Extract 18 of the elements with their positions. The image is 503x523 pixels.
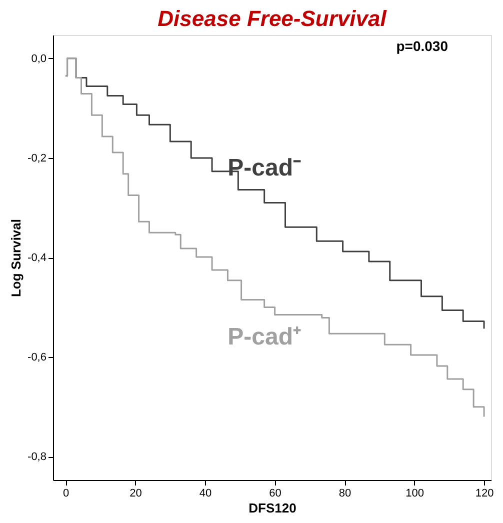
y-tick-label: -0,6	[28, 352, 46, 364]
annotation: p=0.030	[396, 38, 448, 54]
y-tick-label: -0,2	[28, 152, 46, 164]
x-tick-label: 80	[338, 488, 352, 500]
x-tick-label: 60	[269, 488, 282, 500]
series-label: P-cad⁻	[228, 154, 302, 182]
y-tick-label: -0,4	[28, 252, 46, 264]
y-tick-label: -0,8	[28, 451, 46, 464]
x-tick-label: 40	[199, 488, 212, 500]
series-label: P-cad⁺	[228, 323, 302, 350]
x-tick-label: 0	[62, 488, 70, 500]
x-tick-label: 100	[406, 488, 424, 500]
y-axis-title: Log Survival	[8, 218, 24, 298]
x-tick-label: 20	[130, 488, 142, 500]
x-tick-label: 120	[475, 488, 494, 500]
y-tick-label: 0,0	[31, 52, 46, 65]
x-axis-title: DFS120	[248, 500, 296, 516]
chart-title: Disease Free-Survival	[158, 6, 388, 31]
